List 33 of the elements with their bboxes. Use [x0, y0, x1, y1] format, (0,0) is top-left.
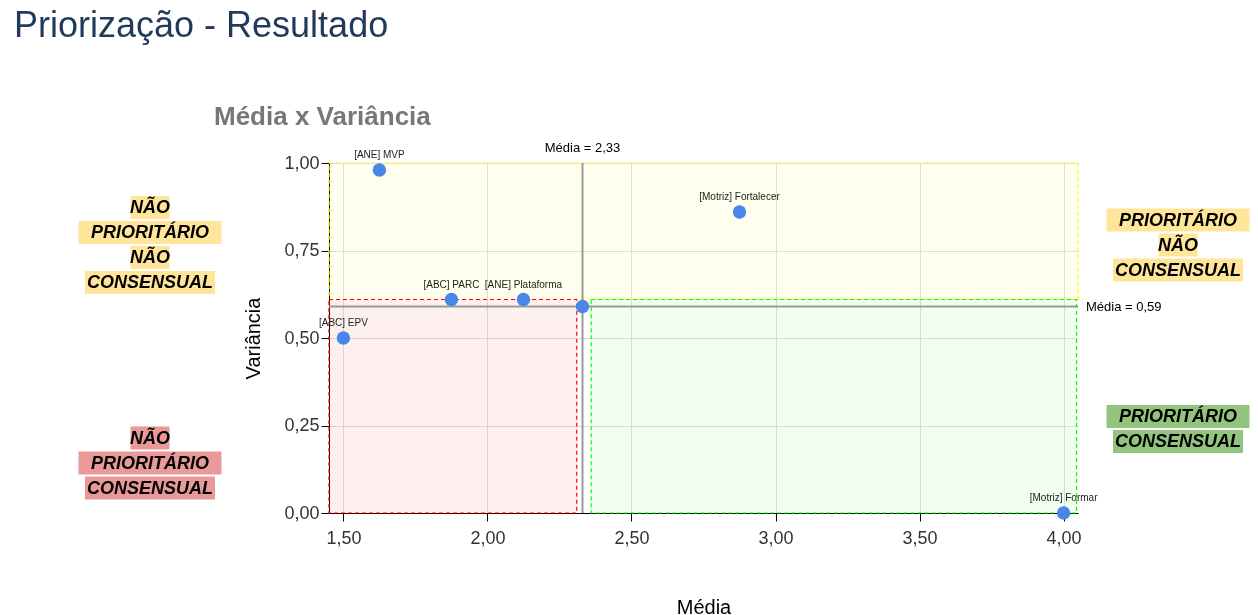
x-tick-label: 3,00 [758, 527, 794, 548]
point [336, 331, 351, 345]
chart-subtitle: Média x Variância [214, 101, 432, 131]
ref-line-label: Média = 2,33 [544, 140, 621, 155]
y-tick-label: 0,00 [284, 502, 320, 523]
annotation: [ANE] Plataforma [484, 278, 563, 290]
y-tick-label: 0,75 [284, 240, 320, 260]
y-tick-label: 0,25 [284, 415, 320, 435]
text: NÃO PRIORITÁRIO CONSENSUAL [86, 426, 214, 498]
text: PRIORITÁRIO NÃO CONSENSUAL [1114, 208, 1242, 280]
point [372, 163, 387, 177]
point [1056, 506, 1071, 520]
x-tick-label: 2,50 [614, 527, 650, 548]
x-tick-label: 3,50 [902, 527, 938, 548]
text: PRIORITÁRIO CONSENSUAL [1114, 405, 1242, 451]
y-axis-title: Variância [242, 296, 265, 380]
text: NÃO PRIORITÁRIO NÃO CONSENSUAL [86, 196, 214, 292]
x-tick-label: 1,50 [326, 527, 362, 548]
point [732, 205, 747, 219]
x-tick-label: 4,00 [1046, 527, 1082, 548]
y-tick-label: 1,00 [284, 152, 320, 173]
chart-title: Priorização - Resultado [14, 4, 389, 45]
y-tick-label: 0,50 [284, 327, 320, 348]
annotation: [ABC] PARC [423, 278, 480, 290]
point [444, 292, 459, 307]
annotation: [Motriz] Formar [1029, 492, 1099, 503]
point [575, 299, 590, 314]
x-axis-title: Média [676, 595, 733, 615]
annotation: [Motriz] Fortalecer [699, 191, 781, 202]
annotation: [ANE] MVP [354, 149, 406, 160]
x-tick-label: 2,00 [470, 527, 506, 548]
point [516, 292, 531, 307]
ref-line-label: Média = 0,59 [1086, 298, 1162, 314]
